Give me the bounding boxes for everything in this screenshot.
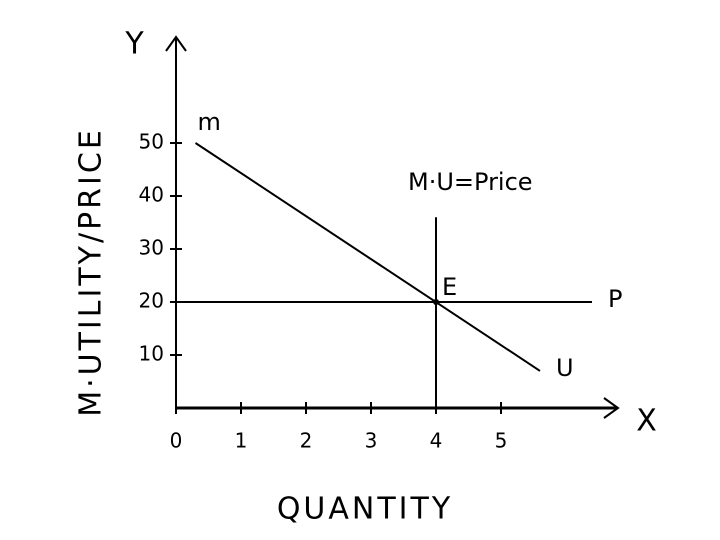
line-label: P (608, 285, 622, 313)
y-tick-label: 50 (139, 130, 164, 154)
line-label: m (198, 108, 221, 136)
y-arrow (165, 35, 187, 52)
x-tick-label: 1 (235, 429, 248, 453)
y-axis-name: Y (124, 27, 146, 62)
y-tick-label: 10 (139, 342, 164, 366)
y-tick-label: 30 (139, 236, 164, 260)
x-tick-label: 3 (365, 429, 378, 453)
x-tick-label: 5 (495, 429, 508, 453)
equilibrium-point (433, 299, 439, 305)
x-tick-label: 2 (300, 429, 313, 453)
x-arrow (603, 397, 620, 419)
y-tick-label: 20 (139, 289, 164, 313)
line-label: M·U=Price (408, 168, 533, 196)
x-axis-title: QUANTITY (277, 492, 453, 527)
y-tick-label: 40 (139, 183, 164, 207)
line-label: U (556, 354, 574, 382)
y-axis-title: M·UTILITY/PRICE (74, 127, 109, 417)
x-tick-label: 0 (170, 429, 183, 453)
x-axis-name: X (636, 404, 660, 439)
x-tick-label: 4 (430, 429, 443, 453)
line (194, 142, 541, 372)
equilibrium-label: E (442, 273, 457, 301)
